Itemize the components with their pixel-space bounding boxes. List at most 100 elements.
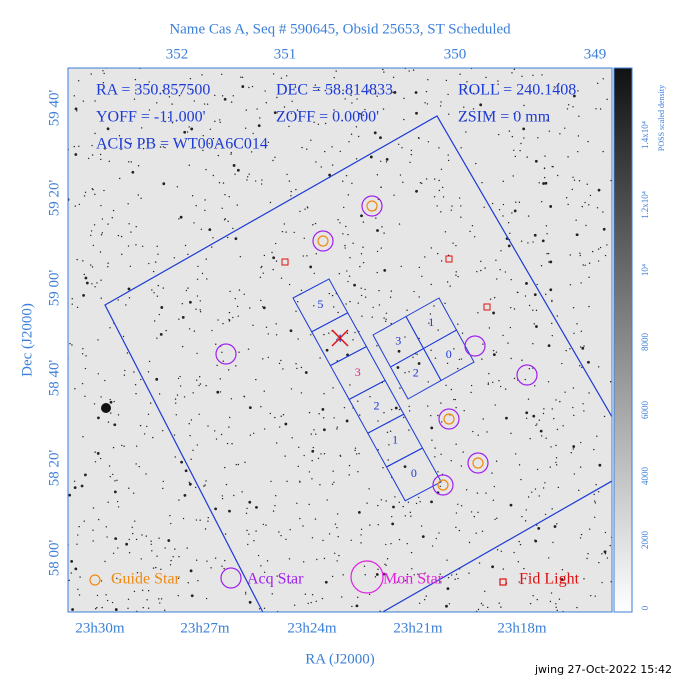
chip-label: 3	[355, 365, 361, 379]
chip-label: 3	[395, 334, 401, 348]
star-dot	[347, 233, 349, 236]
star-dot	[314, 518, 317, 520]
star-dot	[288, 558, 291, 560]
star-dot	[350, 133, 353, 135]
star-dot	[331, 294, 334, 297]
star-dot	[117, 547, 119, 549]
star-dot	[497, 83, 499, 86]
acq-star	[312, 230, 334, 252]
star-dot	[315, 161, 317, 163]
star-dot	[322, 428, 326, 432]
star-dot	[337, 536, 339, 538]
star-dot	[175, 142, 178, 144]
star-dot	[409, 161, 411, 163]
star-dot	[169, 514, 171, 517]
star-dot	[140, 197, 142, 200]
legend-label: Guide Star	[111, 571, 181, 588]
star-dot	[319, 484, 321, 486]
star-dot	[333, 481, 335, 483]
star-dot	[498, 379, 500, 382]
star-dot	[274, 242, 277, 245]
star-dot	[477, 511, 479, 514]
star-dot	[549, 288, 553, 292]
star-dot	[500, 550, 502, 552]
star-dot	[385, 564, 387, 566]
star-dot	[342, 233, 344, 235]
star-dot	[333, 306, 335, 308]
acq-star	[361, 195, 383, 217]
star-dot	[78, 203, 81, 206]
star-dot	[377, 524, 379, 526]
star-dot	[339, 222, 341, 224]
star-dot	[236, 305, 239, 308]
star-dot	[186, 547, 188, 549]
star-dot	[230, 101, 233, 103]
star-dot	[526, 156, 528, 158]
star-dot	[221, 73, 223, 76]
star-dot	[498, 209, 501, 211]
fov-box	[104, 115, 612, 612]
star-dot	[157, 253, 159, 255]
star-dot	[313, 305, 315, 307]
star-dot	[509, 503, 513, 507]
star-dot	[186, 131, 189, 133]
star-dot	[458, 197, 461, 199]
star-dot	[100, 279, 102, 281]
star-dot	[83, 520, 85, 522]
colorbar	[613, 67, 633, 613]
star-dot	[593, 493, 595, 496]
star-dot	[481, 530, 484, 532]
star-dot	[392, 505, 395, 509]
star-dot	[310, 433, 312, 435]
star-dot	[293, 604, 296, 606]
star-dot	[492, 381, 494, 384]
star-dot	[602, 78, 604, 80]
star-dot	[601, 581, 603, 584]
star-dot	[433, 178, 436, 180]
star-dot	[510, 432, 512, 435]
star-dot	[99, 457, 102, 460]
star-dot	[473, 236, 476, 238]
star-dot	[348, 464, 351, 467]
star-dot	[535, 325, 538, 328]
star-dot	[547, 344, 551, 348]
star-dot	[94, 100, 96, 102]
star-dot	[222, 322, 224, 325]
star-dot	[521, 515, 523, 518]
star-dot	[610, 581, 612, 583]
star-dot	[104, 148, 106, 150]
star-dot	[534, 385, 536, 387]
star-dot	[572, 406, 574, 409]
star-dot	[460, 216, 462, 218]
star-dot	[248, 86, 250, 89]
chip-label: 2	[413, 366, 419, 380]
star-dot	[77, 80, 80, 82]
star-dot	[234, 173, 236, 175]
acq-star	[464, 335, 486, 357]
star-dot	[214, 120, 216, 123]
star-dot	[403, 118, 405, 121]
star-dot	[92, 540, 94, 542]
star-dot	[179, 215, 183, 219]
star-dot	[311, 537, 314, 539]
star-dot	[351, 182, 353, 185]
star-dot	[368, 488, 370, 490]
star-dot	[323, 557, 326, 560]
star-dot	[284, 455, 286, 457]
star-dot	[582, 403, 584, 405]
star-dot	[272, 268, 274, 271]
star-dot	[451, 574, 453, 576]
star-dot	[132, 492, 135, 494]
star-dot	[91, 154, 94, 156]
star-dot	[275, 442, 278, 444]
chip-label: 0	[446, 347, 452, 361]
star-dot	[311, 478, 313, 480]
star-dot	[455, 406, 457, 409]
star-dot	[572, 106, 574, 108]
star-dot	[345, 174, 348, 177]
star-dot	[437, 252, 439, 255]
star-dot	[390, 290, 392, 292]
star-dot	[122, 335, 125, 338]
star-dot	[441, 421, 443, 423]
star-dot	[480, 269, 482, 272]
